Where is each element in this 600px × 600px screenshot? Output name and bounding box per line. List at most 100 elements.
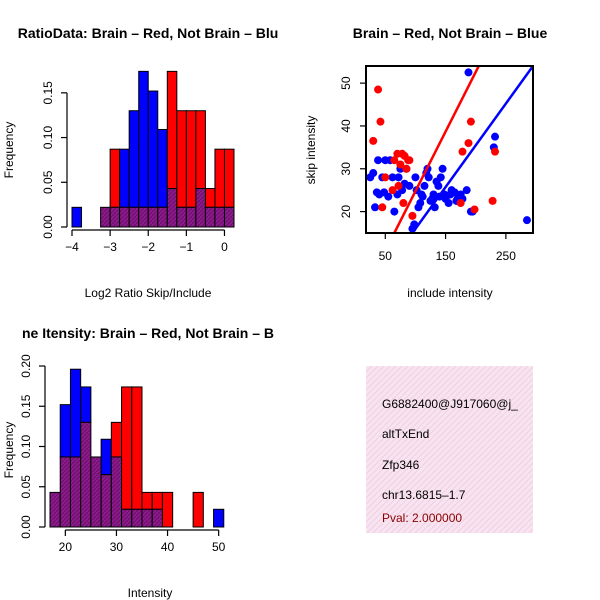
bar-brain	[151, 491, 163, 510]
y-tick-label: 0.00	[41, 215, 55, 239]
point-brain	[390, 156, 399, 165]
point-brain	[458, 147, 467, 156]
y-tick-label: 0.15	[41, 81, 55, 105]
bar-overlap	[59, 456, 71, 528]
point-brain	[396, 160, 405, 169]
bar-brain	[131, 386, 143, 510]
point-not-brain	[420, 181, 429, 190]
info-location: chr13.6815–1.7	[382, 488, 466, 502]
intensity-histogram: ne Itensity: Brain – Red, Not Brain – B …	[2, 325, 274, 600]
bar-not-brain	[80, 386, 92, 423]
scatter-xlabel: include intensity	[407, 286, 492, 300]
x-tick-label: 250	[496, 249, 516, 263]
point-not-brain	[418, 192, 427, 201]
bar-overlap	[100, 474, 112, 528]
point-not-brain	[444, 199, 453, 208]
y-tick-label: 0.10	[19, 434, 33, 458]
bar-overlap	[119, 206, 130, 228]
point-brain	[488, 196, 497, 205]
point-not-brain	[450, 188, 459, 197]
point-not-brain	[462, 186, 471, 195]
x-tick-label: 20	[59, 540, 73, 554]
point-brain	[376, 117, 385, 126]
bar-overlap	[141, 508, 153, 528]
ratio-histogram: RatioData: Brain – Red, Not Brain – Blu …	[2, 25, 278, 300]
x-tick-label: 30	[110, 540, 124, 554]
y-tick-label: 0.00	[19, 515, 33, 539]
bar-overlap	[166, 188, 178, 228]
info-probe-id: G6882400@J917060@j_	[382, 397, 518, 411]
point-not-brain	[491, 132, 500, 141]
x-tick-label: 0	[221, 240, 228, 254]
bar-overlap	[204, 206, 216, 228]
point-brain	[466, 117, 475, 126]
bar-overlap	[223, 206, 235, 228]
bar-overlap	[138, 206, 149, 228]
y-tick-label: 30	[339, 162, 353, 176]
ratio-histogram-xlabel: Log2 Ratio Skip/Include	[85, 286, 212, 300]
bar-overlap	[69, 456, 82, 528]
bar-overlap	[128, 206, 140, 228]
scatter-frame	[365, 65, 534, 234]
x-tick-label: −1	[180, 240, 194, 254]
bar-brain	[121, 386, 133, 510]
point-not-brain	[384, 192, 393, 201]
point-brain	[470, 205, 479, 214]
bar-brain	[214, 148, 225, 208]
point-brain	[399, 199, 408, 208]
x-tick-label: 50	[212, 540, 226, 554]
bar-brain	[204, 188, 216, 208]
point-not-brain	[405, 181, 414, 190]
point-not-brain	[436, 173, 445, 182]
bar-not-brain	[213, 508, 225, 528]
y-tick-label: 0.20	[19, 354, 33, 378]
point-not-brain	[394, 173, 403, 182]
y-tick-label: 0.10	[41, 126, 55, 150]
bar-brain	[195, 110, 206, 190]
bar-brain	[223, 148, 235, 208]
bar-brain	[185, 110, 197, 208]
point-brain	[394, 181, 403, 190]
bar-not-brain	[128, 110, 140, 208]
bar-overlap	[110, 456, 123, 528]
y-tick-label: 0.05	[19, 475, 33, 499]
intensity-scatter: Brain – Red, Not Brain – Blue include in…	[304, 25, 547, 300]
bar-overlap	[157, 206, 168, 228]
info-pval: Pval: 2.000000	[382, 511, 462, 525]
bar-overlap	[100, 206, 111, 228]
scatter-title: Brain – Red, Not Brain – Blue	[353, 25, 548, 41]
intensity-histogram-xlabel: Intensity	[128, 586, 173, 600]
intensity-histogram-ylabel: Frequency	[2, 422, 16, 479]
bar-overlap	[151, 508, 163, 528]
bar-brain	[109, 148, 121, 208]
intensity-histogram-title: ne Itensity: Brain – Red, Not Brain – B	[22, 325, 274, 341]
bar-not-brain	[71, 206, 83, 228]
x-tick-label: 50	[379, 249, 393, 263]
point-not-brain	[369, 169, 378, 178]
bar-not-brain	[100, 438, 112, 476]
point-not-brain	[438, 164, 447, 173]
point-not-brain	[374, 156, 383, 165]
bar-overlap	[195, 188, 206, 228]
info-box-background	[366, 366, 533, 533]
bar-brain	[192, 491, 204, 528]
point-not-brain	[388, 173, 397, 182]
point-not-brain	[429, 190, 438, 199]
point-not-brain	[434, 181, 443, 190]
scatter-ylabel: skip intensity	[304, 116, 318, 185]
bar-not-brain	[138, 70, 149, 208]
ratio-histogram-ylabel: Frequency	[2, 122, 16, 179]
info-gene-name: Zfp346	[382, 458, 420, 472]
point-not-brain	[464, 68, 473, 77]
bar-not-brain	[69, 368, 82, 458]
y-tick-label: 20	[339, 205, 353, 219]
bar-brain	[166, 70, 178, 190]
bar-brain	[141, 491, 153, 510]
info-event-type: altTxEnd	[382, 427, 429, 441]
bar-overlap	[214, 206, 225, 228]
y-tick-label: 0.05	[41, 170, 55, 194]
point-brain	[405, 156, 414, 165]
bar-not-brain	[59, 404, 71, 458]
point-brain	[456, 199, 465, 208]
